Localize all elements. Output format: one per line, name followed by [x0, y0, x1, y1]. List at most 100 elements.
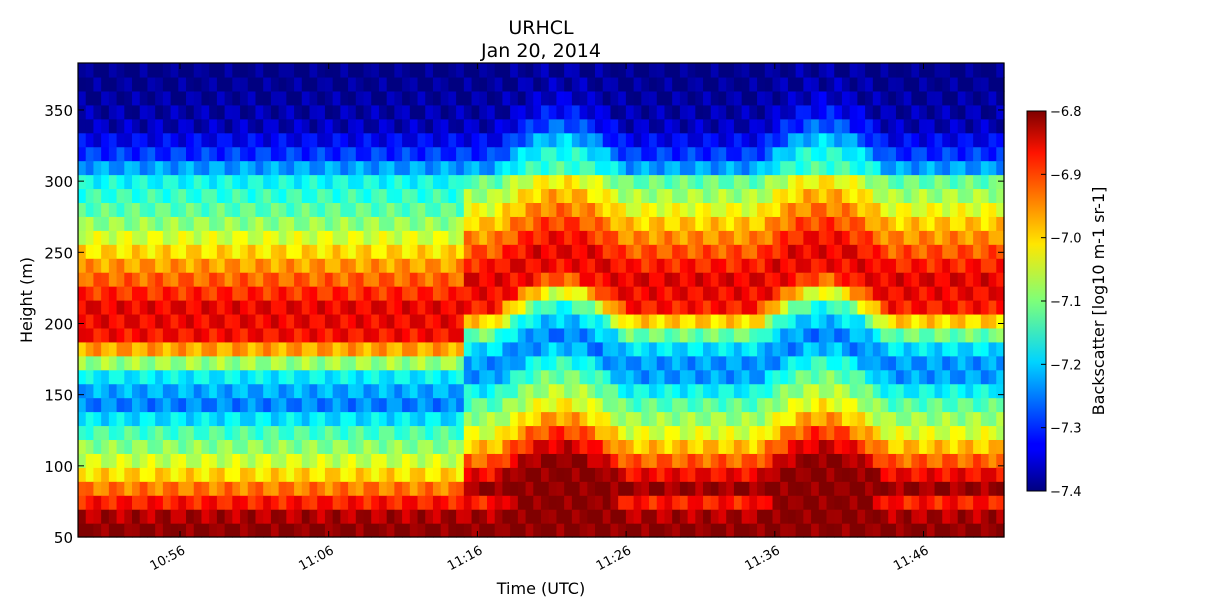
heatmap-cell	[741, 313, 750, 329]
heatmap-cell	[317, 118, 326, 134]
heatmap-cell	[332, 160, 341, 176]
heatmap-cell	[957, 104, 967, 120]
heatmap-cell	[811, 258, 820, 273]
heatmap-cell	[201, 118, 210, 134]
heatmap-cell	[618, 355, 627, 371]
heatmap-cell	[301, 439, 311, 454]
heatmap-cell	[348, 425, 357, 441]
heatmap-cell	[780, 216, 789, 231]
heatmap-cell	[757, 355, 766, 371]
heatmap-cell	[757, 272, 766, 287]
heatmap-cell	[926, 439, 936, 454]
heatmap-cell	[988, 63, 997, 78]
heatmap-cell	[510, 272, 519, 287]
heatmap-cell	[517, 63, 527, 78]
heatmap-cell	[355, 509, 365, 524]
heatmap-cell	[564, 272, 573, 287]
heatmap-cell	[486, 327, 496, 343]
heatmap-cell	[332, 341, 341, 357]
heatmap-cell	[340, 132, 349, 148]
heatmap-cell	[116, 300, 125, 315]
heatmap-cell	[888, 397, 897, 413]
heatmap-cell	[386, 495, 395, 510]
heatmap-cell	[672, 286, 681, 301]
heatmap-cell	[980, 146, 990, 162]
heatmap-cell	[741, 383, 750, 399]
heatmap-cell	[579, 63, 588, 78]
heatmap-cell	[402, 202, 411, 217]
heatmap-cell	[872, 411, 882, 427]
heatmap-cell	[710, 76, 720, 92]
heatmap-cell	[834, 425, 843, 441]
heatmap-cell	[348, 369, 357, 385]
heatmap-cell	[595, 174, 604, 190]
heatmap-cell	[934, 174, 943, 190]
heatmap-cell	[108, 188, 118, 204]
heatmap-cell	[309, 132, 318, 148]
heatmap-cell	[602, 327, 612, 343]
heatmap-cell	[795, 355, 804, 371]
heatmap-cell	[679, 467, 689, 482]
heatmap-cell	[479, 481, 488, 496]
heatmap-cell	[857, 467, 866, 482]
heatmap-cell	[132, 104, 141, 120]
heatmap-cell	[811, 439, 820, 454]
heatmap-cell	[602, 523, 612, 538]
heatmap-cell	[371, 397, 380, 413]
heatmap-cell	[602, 174, 612, 190]
heatmap-cell	[764, 230, 774, 245]
heatmap-cell	[587, 132, 596, 148]
heatmap-cell	[510, 63, 519, 78]
heatmap-cell	[147, 425, 156, 441]
heatmap-cell	[556, 383, 565, 399]
heatmap-cell	[224, 439, 233, 454]
heatmap-cell	[355, 272, 365, 287]
heatmap-cell	[409, 383, 419, 399]
heatmap-cell	[286, 300, 295, 315]
heatmap-cell	[780, 341, 789, 357]
heatmap-cell	[949, 258, 959, 273]
heatmap-cell	[579, 258, 588, 273]
heatmap-cell	[486, 76, 496, 92]
heatmap-cell	[687, 369, 696, 385]
heatmap-cell	[525, 397, 534, 413]
heatmap-cell	[139, 216, 149, 231]
heatmap-cell	[324, 272, 334, 287]
heatmap-cell	[417, 76, 426, 92]
heatmap-cell	[255, 202, 264, 217]
heatmap-cell	[741, 230, 750, 245]
heatmap-cell	[124, 258, 133, 273]
heatmap-cell	[263, 481, 272, 496]
heatmap-cell	[718, 216, 727, 231]
heatmap-cell	[811, 230, 820, 245]
heatmap-cell	[571, 383, 581, 399]
heatmap-cell	[564, 425, 573, 441]
heatmap-cell	[255, 272, 264, 287]
heatmap-cell	[733, 481, 743, 496]
heatmap-cell	[394, 174, 403, 190]
heatmap-cell	[294, 453, 303, 468]
heatmap-cell	[957, 495, 967, 510]
heatmap-cell	[703, 467, 712, 482]
heatmap-cell	[440, 76, 449, 92]
heatmap-cell	[973, 216, 982, 231]
heatmap-cell	[263, 439, 272, 454]
heatmap-cell	[232, 439, 241, 454]
heatmap-cell	[757, 509, 766, 524]
heatmap-cell	[764, 76, 774, 92]
heatmap-cell	[564, 453, 573, 468]
heatmap-cell	[502, 132, 511, 148]
heatmap-cell	[834, 509, 843, 524]
heatmap-cell	[749, 327, 758, 343]
heatmap-cell	[255, 313, 264, 329]
heatmap-cell	[155, 272, 164, 287]
heatmap-cell	[309, 467, 318, 482]
heatmap-cell	[980, 523, 990, 538]
heatmap-cell	[757, 313, 766, 329]
heatmap-cell	[425, 355, 434, 371]
heatmap-cell	[556, 341, 565, 357]
heatmap-cell	[934, 467, 943, 482]
heatmap-cell	[525, 118, 534, 134]
heatmap-cell	[525, 132, 534, 148]
heatmap-cell	[942, 216, 951, 231]
